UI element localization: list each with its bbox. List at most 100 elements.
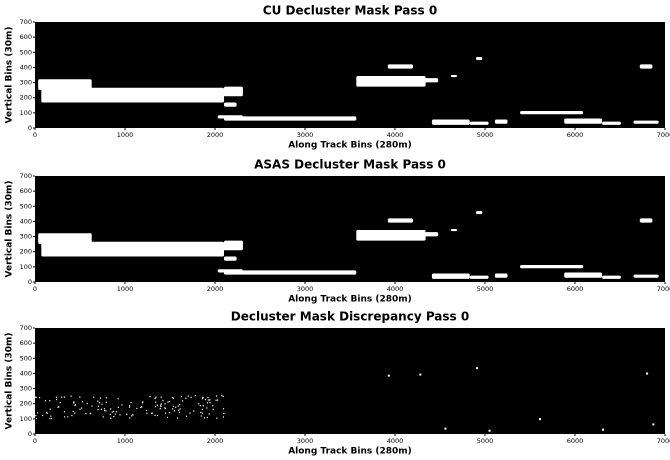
x-tick-label: 3000 bbox=[297, 131, 314, 139]
mask-pixel bbox=[132, 414, 134, 416]
mask-pixel bbox=[145, 409, 148, 412]
y-tick-label: 700 bbox=[20, 172, 32, 180]
mask-pixel bbox=[151, 412, 153, 414]
mask-pixel bbox=[160, 403, 162, 405]
mask-pixel bbox=[476, 367, 478, 370]
mask-region bbox=[224, 256, 237, 261]
mask-pixel bbox=[121, 404, 123, 406]
mask-region bbox=[224, 116, 357, 121]
mask-pixel bbox=[80, 407, 83, 409]
mask-pixel bbox=[136, 407, 138, 409]
x-tick-label: 5000 bbox=[477, 131, 494, 139]
mask-pixel bbox=[79, 396, 81, 398]
y-tick-label: 600 bbox=[20, 33, 32, 41]
mask-pixel bbox=[602, 428, 604, 431]
mask-pixel bbox=[103, 408, 106, 410]
mask bbox=[38, 210, 659, 279]
y-tick-label: 600 bbox=[20, 187, 32, 195]
mask-pixel bbox=[128, 406, 131, 408]
mask-pixel bbox=[86, 403, 88, 405]
mask-pixel bbox=[171, 397, 174, 399]
mask-pixel bbox=[104, 410, 106, 412]
mask-pixel bbox=[41, 414, 44, 417]
y-tick-label: 400 bbox=[20, 217, 32, 225]
mask-pixel bbox=[177, 405, 179, 407]
y-tick-label: 400 bbox=[20, 63, 32, 71]
mask-region bbox=[431, 119, 470, 125]
mask-pixel bbox=[387, 374, 390, 377]
mask-region bbox=[520, 265, 584, 269]
x-tick-label: 5000 bbox=[477, 285, 494, 293]
mask-region bbox=[450, 229, 458, 232]
mask-pixel bbox=[110, 417, 112, 419]
mask-pixel bbox=[202, 396, 204, 399]
mask-pixel bbox=[201, 408, 203, 411]
mask-pixel bbox=[105, 401, 107, 403]
mask-pixel bbox=[206, 416, 208, 419]
y-tick-label: 600 bbox=[20, 339, 32, 347]
mask-pixel bbox=[146, 412, 148, 414]
mask-pixel bbox=[97, 400, 99, 402]
mask-pixel bbox=[35, 415, 37, 417]
mask-pixel bbox=[35, 396, 37, 399]
mask-pixel bbox=[193, 410, 195, 412]
y-tick-label: 500 bbox=[20, 354, 32, 362]
x-axis-label: Along Track Bins (280m) bbox=[288, 447, 412, 457]
mask-pixel bbox=[216, 417, 218, 419]
mask-pixel bbox=[70, 395, 72, 397]
mask-pixel bbox=[49, 418, 51, 420]
mask-pixel bbox=[129, 405, 131, 407]
mask-pixel bbox=[89, 412, 92, 414]
mask-pixel bbox=[175, 406, 177, 408]
mask-pixel bbox=[206, 407, 208, 409]
mask-pixel bbox=[154, 397, 156, 399]
mask-pixel bbox=[93, 396, 95, 398]
mask-pixel bbox=[168, 400, 171, 403]
mask-pixel bbox=[129, 417, 131, 419]
mask-pixel bbox=[185, 397, 187, 399]
y-axis-label: Vertical Bins (30m) bbox=[5, 26, 15, 123]
mask-pixel bbox=[98, 402, 101, 404]
mask bbox=[35, 367, 655, 432]
mask-pixel bbox=[130, 402, 132, 404]
mask-pixel bbox=[488, 429, 491, 432]
mask-region bbox=[639, 218, 653, 223]
mask-pixel bbox=[59, 402, 61, 404]
x-tick-label: 4000 bbox=[387, 437, 404, 445]
mask-region bbox=[224, 102, 237, 107]
mask-region bbox=[224, 86, 243, 94]
mask-region bbox=[476, 56, 483, 61]
mask-pixel bbox=[85, 412, 87, 415]
mask-region bbox=[520, 111, 584, 115]
mask-pixel bbox=[212, 405, 214, 407]
mask-pixel bbox=[50, 415, 52, 417]
mask-pixel bbox=[100, 408, 102, 410]
mask-pixel bbox=[44, 400, 47, 402]
y-tick-label: 300 bbox=[20, 385, 32, 393]
mask-region bbox=[72, 243, 243, 251]
mask-pixel bbox=[49, 400, 51, 402]
mask-region bbox=[494, 273, 508, 278]
mask-region bbox=[494, 119, 508, 124]
mask-region bbox=[387, 64, 413, 69]
mask-pixel bbox=[73, 402, 75, 404]
mask-pixel bbox=[160, 404, 162, 406]
x-tick-label: 1000 bbox=[117, 131, 134, 139]
mask-pixel bbox=[113, 410, 115, 412]
mask-pixel bbox=[215, 399, 217, 401]
mask-pixel bbox=[141, 406, 143, 408]
mask-pixel bbox=[181, 400, 184, 402]
mask-pixel bbox=[155, 401, 157, 403]
mask-region bbox=[72, 89, 243, 97]
y-tick-label: 100 bbox=[20, 415, 32, 423]
mask-pixel bbox=[51, 417, 53, 420]
mask-pixel bbox=[164, 403, 166, 405]
mask-pixel bbox=[74, 412, 76, 414]
mask-region bbox=[38, 233, 92, 244]
mask-region bbox=[387, 232, 439, 237]
mask-pixel bbox=[190, 396, 192, 398]
x-tick-label: 4000 bbox=[387, 285, 404, 293]
mask-region bbox=[469, 275, 489, 279]
